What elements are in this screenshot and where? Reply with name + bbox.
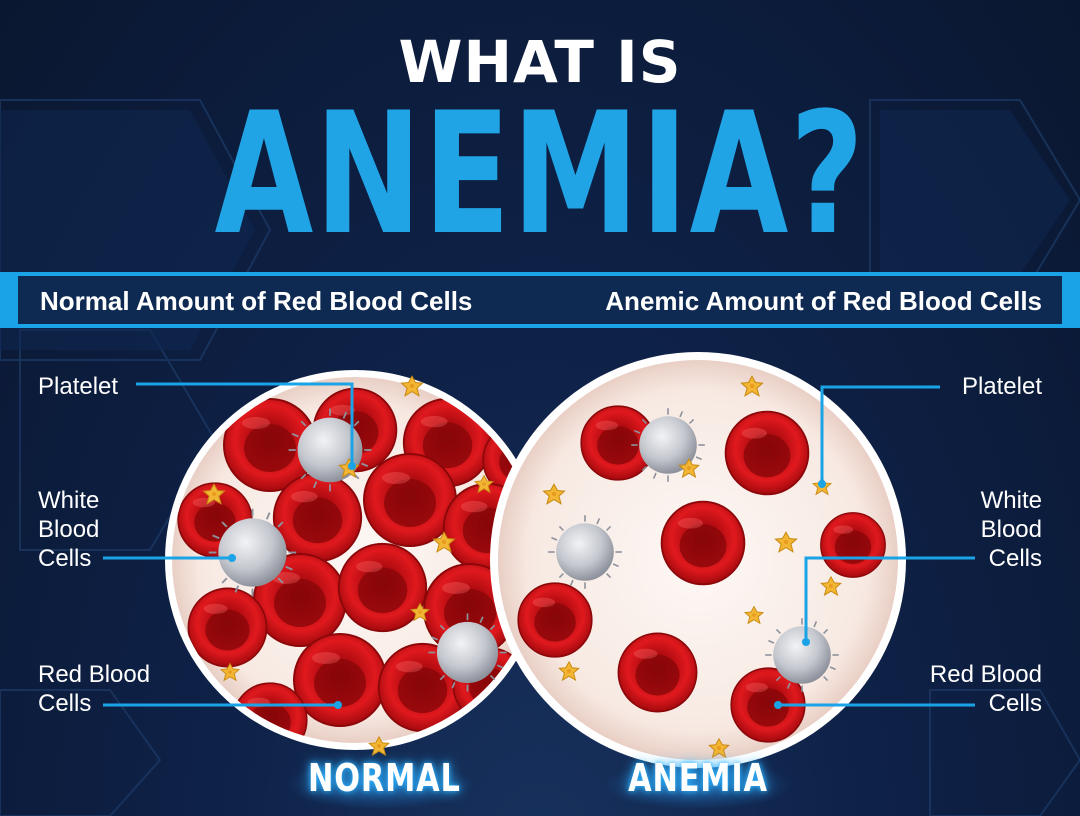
- anemic-sample-dish: [490, 352, 906, 768]
- badge-anemia-glow: [603, 760, 793, 810]
- label-rbc-right-line2: Cells: [988, 690, 1042, 717]
- title-anemia: ANEMIA?: [214, 76, 866, 272]
- label-white-blood-cells-right: White Blood Cells: [981, 486, 1042, 573]
- label-wbc-right-line2: Blood: [980, 516, 1042, 543]
- label-rbc-left-line2: Cells: [38, 690, 92, 717]
- label-white-blood-cells-left: White Blood Cells: [38, 486, 99, 573]
- header-anemic: Anemic Amount of Red Blood Cells: [605, 286, 1042, 316]
- label-platelet-right: Platelet: [961, 373, 1042, 400]
- badge-normal: NORMAL: [308, 756, 461, 800]
- badge-normal-glow: [285, 760, 475, 810]
- title-what-is: WHAT IS: [398, 28, 682, 96]
- label-wbc-left-line2: Blood: [38, 516, 100, 543]
- badge-anemia: ANEMIA: [628, 756, 768, 800]
- normal-sample-dish: [165, 370, 545, 756]
- label-rbc-left-line1: Red Blood: [38, 661, 151, 688]
- label-red-blood-cells-right: Red Blood Cells: [930, 660, 1042, 718]
- leader-lines: [103, 382, 975, 707]
- header-band-inner: [18, 276, 1062, 324]
- header-normal: Normal Amount of Red Blood Cells: [40, 286, 473, 316]
- label-wbc-right-line3: Cells: [988, 545, 1042, 572]
- label-wbc-left-line3: Cells: [38, 545, 92, 572]
- label-rbc-right-line1: Red Blood: [929, 661, 1042, 688]
- label-platelet-left: Platelet: [38, 373, 119, 400]
- label-wbc-left-line1: White: [38, 487, 100, 514]
- label-red-blood-cells-left: Red Blood Cells: [38, 660, 150, 718]
- label-wbc-right-line1: White: [980, 487, 1042, 514]
